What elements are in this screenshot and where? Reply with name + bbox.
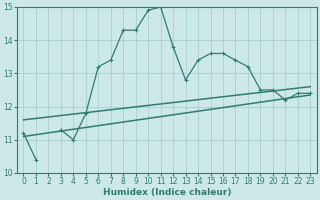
X-axis label: Humidex (Indice chaleur): Humidex (Indice chaleur) xyxy=(103,188,231,197)
